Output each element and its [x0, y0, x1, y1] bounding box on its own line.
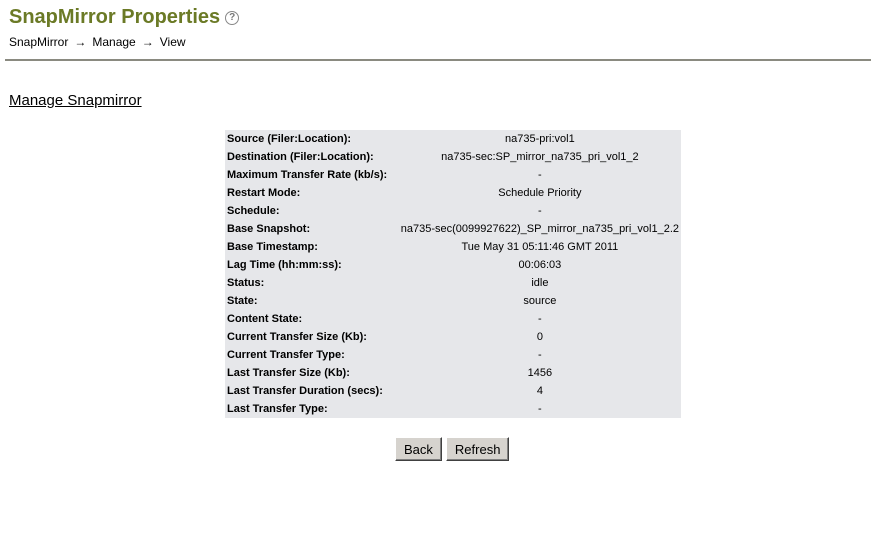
property-value: na735-sec:SP_mirror_na735_pri_vol1_2: [441, 151, 639, 163]
property-label: Schedule:: [227, 205, 280, 217]
table-row: Last Transfer Duration (secs): 4: [225, 382, 681, 400]
breadcrumb-item: SnapMirror: [9, 35, 69, 49]
property-value: 4: [536, 385, 543, 397]
arrow-right-icon: →: [141, 35, 154, 49]
table-row: Last Transfer Type: -: [225, 400, 681, 418]
property-value: 0: [536, 331, 543, 343]
property-value: 1456: [527, 367, 553, 379]
property-label: Last Transfer Duration (secs):: [227, 385, 383, 397]
property-label: Source (Filer:Location):: [227, 133, 352, 145]
table-row: Base Snapshot: na735-sec(0099927622)_SP_m…: [225, 220, 681, 238]
table-row: Restart Mode: Schedule Priority: [225, 184, 681, 202]
manage-snapmirror-link[interactable]: Manage Snapmirror: [9, 92, 142, 109]
property-label: Lag Time (hh:mm:ss):: [227, 259, 342, 271]
property-label: Current Transfer Size (Kb):: [227, 331, 367, 343]
table-row: Last Transfer Size (Kb): 1456: [225, 364, 681, 382]
back-button[interactable]: Back: [395, 437, 442, 461]
property-value: Schedule Priority: [498, 187, 582, 199]
table-row: Status: idle: [225, 274, 681, 292]
table-row: Maximum Transfer Rate (kb/s): -: [225, 166, 681, 184]
property-value: -: [538, 169, 542, 181]
breadcrumb-item: View: [159, 35, 186, 49]
property-label: Restart Mode:: [227, 187, 301, 199]
property-value: Tue May 31 05:11:46 GMT 2011: [461, 241, 619, 253]
refresh-button[interactable]: Refresh: [445, 437, 510, 461]
property-label: Maximum Transfer Rate (kb/s):: [227, 169, 388, 181]
property-value: source: [523, 295, 557, 307]
table-row: Schedule: -: [225, 202, 681, 220]
table-row: Base Timestamp: Tue May 31 05:11:46 GMT 2…: [225, 238, 681, 256]
property-label: Base Snapshot:: [227, 223, 311, 235]
property-value: -: [538, 349, 542, 361]
header-divider: [5, 59, 871, 61]
table-row: Source (Filer:Location): na735-pri:vol1: [225, 130, 681, 148]
breadcrumb-item: Manage: [92, 35, 136, 49]
property-value: na735-sec(0099927622)_SP_mirror_na735_pr…: [400, 223, 679, 235]
property-label: Last Transfer Size (Kb):: [227, 367, 350, 379]
property-value: idle: [531, 277, 549, 289]
table-row: Destination (Filer:Location): na735-sec:S…: [225, 148, 681, 166]
page-title-text: SnapMirror Properties: [9, 6, 221, 28]
table-row: Current Transfer Type: -: [225, 346, 681, 364]
property-value: 00:06:03: [518, 259, 562, 271]
property-value: na735-pri:vol1: [505, 133, 575, 145]
property-label: Last Transfer Type:: [227, 403, 328, 415]
property-label: Base Timestamp:: [227, 241, 318, 253]
help-icon[interactable]: ?: [225, 11, 240, 25]
property-label: State:: [227, 295, 258, 307]
property-value: -: [538, 403, 542, 415]
table-row: Content State: -: [225, 310, 681, 328]
page-title: SnapMirror Properties?: [9, 6, 240, 29]
property-value: -: [538, 205, 542, 217]
table-row: State: source: [225, 292, 681, 310]
properties-table: Source (Filer:Location): na735-pri:vol1 De…: [225, 130, 681, 418]
table-row: Lag Time (hh:mm:ss): 00:06:03: [225, 256, 681, 274]
property-value: -: [538, 313, 542, 325]
arrow-right-icon: →: [74, 35, 87, 49]
breadcrumb: SnapMirror → Manage → View: [9, 35, 186, 49]
table-row: Current Transfer Size (Kb): 0: [225, 328, 681, 346]
property-label: Status:: [227, 277, 265, 289]
property-label: Destination (Filer:Location):: [227, 151, 374, 163]
property-label: Content State:: [227, 313, 303, 325]
property-label: Current Transfer Type:: [227, 349, 345, 361]
